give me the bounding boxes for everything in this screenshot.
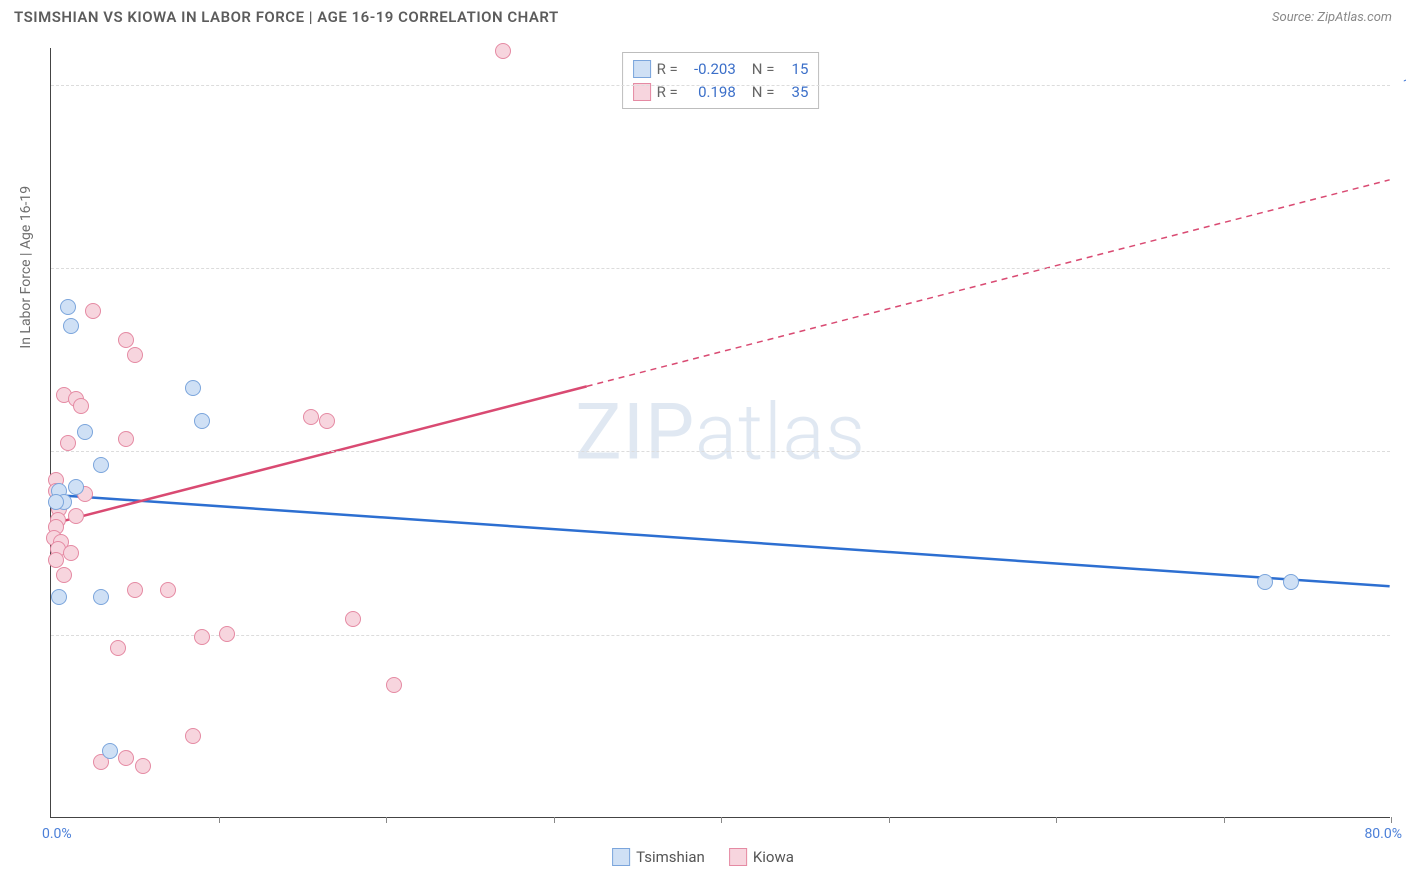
x-tick — [889, 817, 890, 823]
data-point — [77, 424, 93, 440]
data-point — [345, 611, 361, 627]
data-point — [135, 758, 151, 774]
x-tick — [386, 817, 387, 823]
corr-legend-row: R = -0.203 N =15 — [633, 58, 809, 81]
y-tick-label: 100.0% — [1403, 77, 1406, 93]
x-axis-min-label: 0.0% — [42, 826, 72, 842]
trend-line-dashed — [587, 180, 1390, 387]
data-point — [63, 545, 79, 561]
x-tick — [1056, 817, 1057, 823]
data-point — [102, 743, 118, 759]
data-point — [194, 413, 210, 429]
data-point — [1283, 574, 1299, 590]
x-tick — [1224, 817, 1225, 823]
x-tick — [219, 817, 220, 823]
y-axis-title: In Labor Force | Age 16-19 — [18, 186, 34, 349]
data-point — [185, 380, 201, 396]
gridline-h — [51, 85, 1390, 86]
data-point — [48, 494, 64, 510]
x-tick — [721, 817, 722, 823]
legend-item: Kiowa — [729, 848, 794, 866]
legend-label: Kiowa — [753, 848, 794, 866]
trend-line-solid — [51, 495, 1389, 587]
data-point — [160, 582, 176, 598]
corr-r-value: -0.203 — [684, 58, 736, 81]
data-point — [303, 409, 319, 425]
data-point — [51, 589, 67, 605]
data-point — [68, 479, 84, 495]
corr-r-prefix: R = — [657, 58, 678, 81]
data-point — [185, 728, 201, 744]
corr-n-prefix: N = — [752, 58, 775, 81]
data-point — [1257, 574, 1273, 590]
legend-swatch — [729, 848, 747, 866]
data-point — [60, 435, 76, 451]
x-tick — [554, 817, 555, 823]
data-point — [110, 640, 126, 656]
data-point — [118, 332, 134, 348]
corr-n-value: 15 — [780, 58, 808, 81]
data-point — [118, 431, 134, 447]
gridline-h — [51, 451, 1390, 452]
chart-plot-area: ZIPatlas R =-0.203N =15R =0.198N =35 25.… — [50, 48, 1390, 818]
data-point — [127, 347, 143, 363]
data-point — [127, 582, 143, 598]
x-axis-labels: 0.0% 80.0% — [50, 826, 1390, 848]
trend-lines-layer — [51, 48, 1390, 817]
data-point — [386, 677, 402, 693]
data-point — [118, 750, 134, 766]
source-label: Source: ZipAtlas.com — [1272, 10, 1392, 25]
x-tick — [1391, 817, 1392, 823]
correlation-legend: R =-0.203N =15R =0.198N =35 — [622, 52, 820, 109]
trend-line-solid — [51, 386, 586, 524]
legend-label: Tsimshian — [636, 848, 705, 866]
data-point — [73, 398, 89, 414]
data-point — [85, 303, 101, 319]
data-point — [48, 552, 64, 568]
title-bar: TSIMSHIAN VS KIOWA IN LABOR FORCE | AGE … — [0, 0, 1406, 38]
data-point — [219, 626, 235, 642]
data-point — [319, 413, 335, 429]
chart-title: TSIMSHIAN VS KIOWA IN LABOR FORCE | AGE … — [14, 8, 559, 26]
data-point — [56, 567, 72, 583]
legend-item: Tsimshian — [612, 848, 705, 866]
gridline-h — [51, 635, 1390, 636]
data-point — [93, 589, 109, 605]
series-legend: Tsimshian Kiowa — [612, 848, 794, 866]
data-point — [93, 457, 109, 473]
data-point — [68, 508, 84, 524]
data-point — [194, 629, 210, 645]
legend-swatch — [633, 60, 651, 78]
data-point — [63, 318, 79, 334]
data-point — [495, 43, 511, 59]
x-axis-max-label: 80.0% — [1364, 826, 1402, 842]
data-point — [60, 299, 76, 315]
legend-swatch — [612, 848, 630, 866]
gridline-h — [51, 268, 1390, 269]
